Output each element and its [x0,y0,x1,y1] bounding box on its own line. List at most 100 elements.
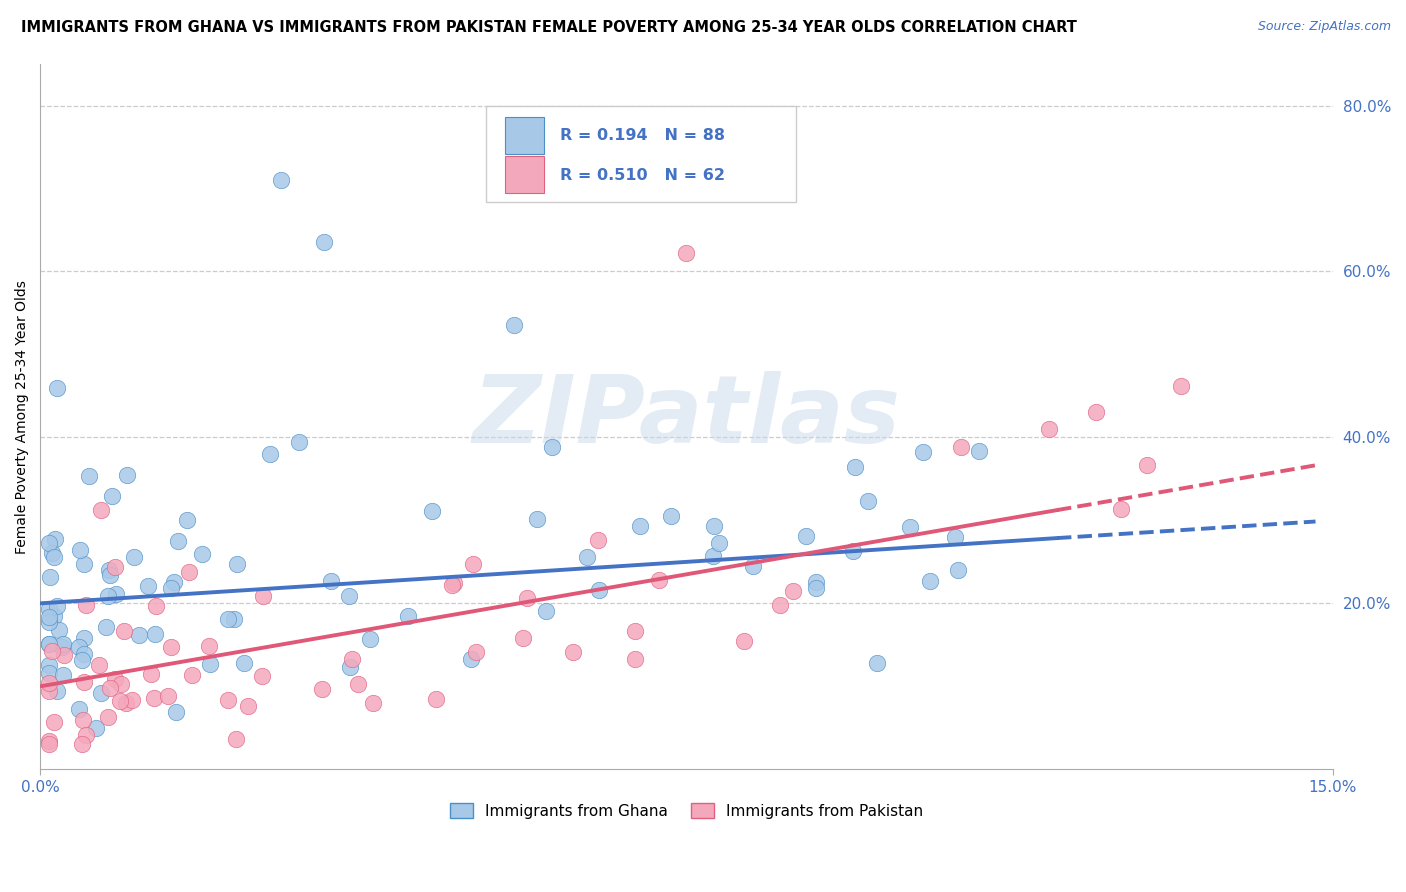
Point [460,652,482,666]
Point [143,627,166,641]
Point [38,676,60,690]
Point [139,667,162,681]
Point [804,575,827,590]
Point [943,530,966,544]
Point [110,677,132,691]
Point [1136,458,1159,473]
Point [898,520,921,534]
Point [38,536,60,550]
Point [104,673,127,687]
Point [181,668,204,682]
Point [465,644,488,658]
Point [136,579,159,593]
Point [38,615,60,630]
Point [512,631,534,645]
Point [104,560,127,574]
Point [1170,378,1192,392]
Point [586,533,609,547]
Point [702,549,724,563]
Point [503,318,526,333]
Point [361,696,384,710]
Point [52,648,75,662]
Point [163,575,186,590]
Point [160,582,183,596]
Point [73,675,96,690]
Point [124,550,146,565]
Point [562,645,585,659]
Point [707,536,730,550]
Point [463,557,485,571]
Point [142,690,165,705]
Point [67,640,90,654]
Point [250,669,273,683]
Point [67,702,90,716]
Point [659,508,682,523]
Point [44,550,66,565]
Point [950,440,973,454]
Point [97,590,120,604]
Point [347,677,370,691]
Point [1085,405,1108,419]
Point [41,644,63,658]
Point [516,591,538,605]
Point [769,598,792,612]
Point [38,637,60,651]
Point [967,444,990,458]
Point [90,502,112,516]
Point [46,381,69,395]
Point [38,637,60,651]
Point [534,604,557,618]
Point [703,519,725,533]
Point [105,587,128,601]
Point [806,581,828,595]
Point [112,624,135,638]
Point [165,705,187,719]
Point [108,694,131,708]
Point [179,565,201,579]
Point [576,549,599,564]
Point [675,246,697,260]
Point [38,683,60,698]
Point [912,445,935,459]
Point [176,513,198,527]
Point [233,656,256,670]
Point [115,696,138,710]
Point [128,628,150,642]
Point [77,468,100,483]
Point [225,557,247,571]
Point [48,623,70,637]
Point [920,574,942,588]
Point [1038,422,1060,436]
Point [42,714,65,729]
Point [236,699,259,714]
Point [526,512,548,526]
Point [359,632,381,647]
Point [97,710,120,724]
Point [72,737,94,751]
Point [38,658,60,673]
Point [72,713,94,727]
Point [39,570,62,584]
Point [38,610,60,624]
Point [342,651,364,665]
Point [225,732,247,747]
Text: ZIPatlas: ZIPatlas [472,371,900,463]
Point [314,235,336,250]
Point [217,612,239,626]
Point [90,686,112,700]
Y-axis label: Female Poverty Among 25-34 Year Olds: Female Poverty Among 25-34 Year Olds [15,280,30,554]
Point [443,576,465,591]
Point [115,467,138,482]
Point [73,557,96,571]
Point [624,651,647,665]
Point [72,632,94,646]
FancyBboxPatch shape [486,106,796,202]
Text: IMMIGRANTS FROM GHANA VS IMMIGRANTS FROM PAKISTAN FEMALE POVERTY AMONG 25-34 YEA: IMMIGRANTS FROM GHANA VS IMMIGRANTS FROM… [21,20,1077,35]
Point [38,602,60,616]
Point [648,573,671,587]
Point [252,589,274,603]
Point [946,563,969,577]
Point [157,689,180,703]
Point [319,574,342,588]
Point [198,657,221,672]
